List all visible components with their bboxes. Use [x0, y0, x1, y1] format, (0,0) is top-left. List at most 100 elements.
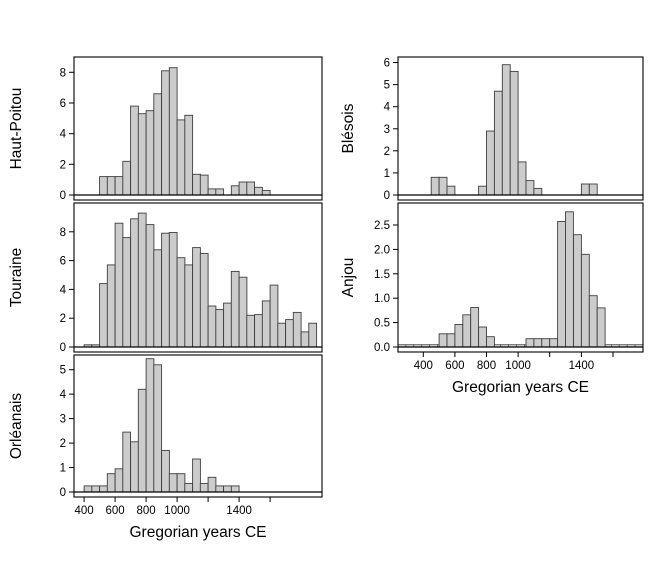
histogram-bar [145, 110, 155, 196]
y-tick-label: 0.0 [374, 342, 390, 354]
histogram-bar [533, 187, 543, 196]
histogram-bar [122, 237, 131, 348]
histogram-bar [430, 176, 440, 196]
histogram-bar [192, 247, 201, 348]
histogram-bar [230, 270, 240, 348]
y-tick-label: 0 [60, 342, 66, 354]
histogram-bar [207, 476, 217, 493]
x-tick-label: 600 [106, 505, 125, 517]
histogram-bar [509, 70, 519, 196]
histogram-bar [176, 257, 186, 348]
y-tick-label: 4 [60, 129, 67, 141]
histogram-bar [137, 388, 147, 493]
x-tick-label: 1400 [226, 505, 252, 517]
y-tick-label: 0.5 [374, 318, 390, 330]
histogram-bar [130, 218, 139, 348]
histogram-bar [486, 336, 495, 348]
histogram-bar [83, 485, 93, 493]
histogram-bar [486, 130, 495, 196]
y-tick-label: 0 [384, 190, 390, 202]
y-tick-label: 2.5 [374, 220, 390, 232]
histogram-bar [106, 264, 116, 348]
y-tick-label: 0 [60, 190, 66, 202]
histogram-bar [573, 234, 582, 348]
y-tick-label: 6 [384, 58, 390, 70]
histogram-bar [91, 485, 101, 493]
histogram-bar [199, 252, 209, 348]
y-tick-label: 5 [60, 365, 66, 377]
y-tick-label: 6 [60, 98, 66, 110]
x-tick-label: 600 [445, 360, 464, 372]
y-tick-label: 6 [60, 256, 66, 268]
y-tick-label: 2 [60, 313, 66, 325]
histogram-bar [517, 161, 527, 196]
histogram-bar [137, 113, 147, 196]
panel-frame [397, 202, 644, 353]
histogram-bar [168, 232, 178, 348]
y-tick-label: 1.0 [374, 293, 390, 305]
histogram-bar [525, 180, 535, 196]
y-tick-label: 5 [384, 80, 390, 92]
histogram-bar [114, 222, 124, 348]
histogram-bar [145, 358, 155, 493]
histogram-bar [541, 338, 551, 348]
histogram-bar [161, 70, 170, 196]
histogram-bar [261, 300, 271, 348]
histogram-bar [246, 314, 256, 348]
x-axis-title: Gregorian years CE [452, 379, 589, 396]
histogram-bar [192, 173, 201, 196]
x-tick-label: 400 [75, 505, 94, 517]
panel-haut-poitou: 0 2 4 6 8 Haut-Poitou [8, 56, 323, 202]
histogram-bar [261, 189, 271, 196]
ylabel-anjou: Anjou [340, 258, 357, 298]
y-tick-label: 1.5 [374, 269, 390, 281]
y-tick-label: 8 [60, 67, 66, 79]
histogram-bar [215, 309, 225, 348]
histogram-bar [99, 283, 108, 348]
histogram-bar [223, 485, 232, 493]
histogram-bar [184, 264, 194, 348]
histogram-bar [438, 176, 448, 196]
histogram-bar [207, 188, 217, 196]
histogram-bar [470, 307, 480, 348]
histogram-bar [168, 67, 178, 196]
histogram-bar [478, 185, 487, 196]
histogram-bar [184, 482, 194, 493]
histogram-bar [462, 314, 472, 348]
histogram-bar [269, 284, 279, 348]
panel-frame [73, 202, 323, 353]
histogram-bar [549, 338, 559, 348]
histogram-bar [446, 185, 456, 196]
y-tick-label: 8 [60, 227, 66, 239]
histogram-bar [130, 105, 139, 196]
histogram-bar [215, 188, 225, 196]
ylabel-blesois: Blésois [340, 103, 357, 153]
histogram-bar [223, 302, 232, 348]
histogram-bar [230, 485, 240, 493]
histogram-bar [446, 333, 456, 348]
y-tick-label: 0 [60, 487, 66, 499]
histogram-bar [277, 322, 287, 348]
panel-frame [73, 354, 323, 498]
histogram-bar [596, 307, 606, 348]
histogram-bar [137, 212, 147, 348]
histogram-bar [254, 186, 263, 196]
histogram-bar [192, 458, 201, 493]
histogram-bar [246, 181, 256, 196]
histogram-bar [106, 473, 116, 493]
x-axis-title: Gregorian years CE [130, 524, 267, 541]
panel-anjou: 0.0 0.5 1.0 1.5 2.0 2.5 Anjou 400 600 800 1000 1400… [340, 202, 644, 396]
ylabel-haut-poitou: Haut-Poitou [8, 88, 25, 170]
y-tick-label: 2 [384, 146, 390, 158]
histogram-bar [292, 311, 302, 348]
ylabel-touraine: Touraine [8, 248, 25, 307]
histogram-bar [285, 319, 294, 348]
x-tick-label: 400 [414, 360, 433, 372]
histogram-bar [254, 314, 263, 348]
histogram-bar [207, 305, 217, 348]
histogram-bar [308, 322, 318, 348]
histogram-bar [565, 211, 574, 348]
x-tick-label: 800 [477, 360, 496, 372]
